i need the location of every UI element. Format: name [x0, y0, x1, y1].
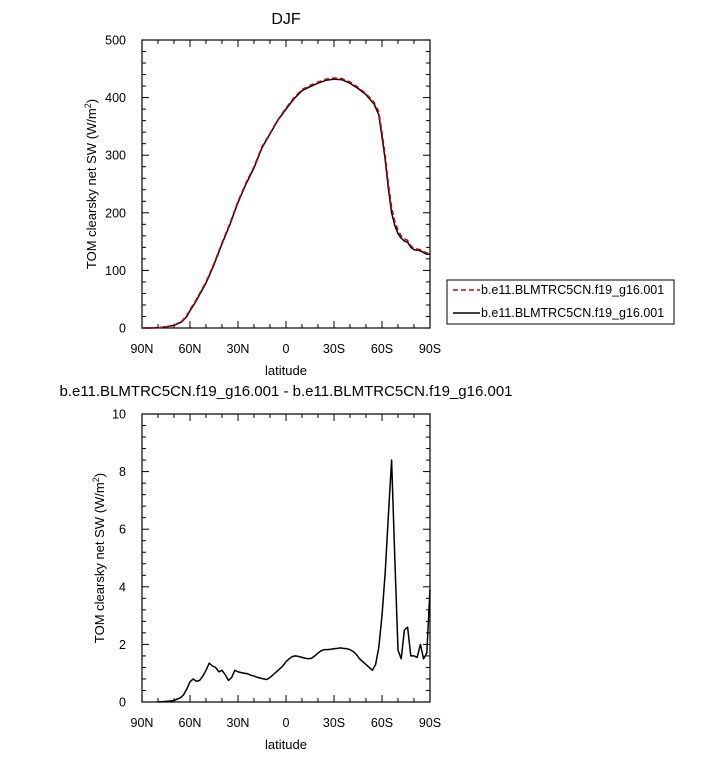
- bottom-x-tick-label: 90N: [131, 716, 154, 730]
- top-series-group: [142, 77, 430, 329]
- top-y-axis-label: TOM clearsky net SW (W/m2): [83, 99, 99, 269]
- top-y-tick-label: 500: [105, 34, 126, 48]
- top-x-tick-label: 60N: [179, 342, 202, 356]
- bottom-y-tick-label: 0: [119, 696, 126, 710]
- bottom-y-axis-label-superscript: 2: [91, 477, 101, 482]
- bottom-plot-frame: [141, 413, 431, 703]
- bottom-x-tick-label: 60S: [371, 716, 393, 730]
- top-x-tick-label: 90N: [131, 342, 154, 356]
- bottom-x-tick-label: 30S: [323, 716, 345, 730]
- bottom-x-tick-label: 60N: [179, 716, 202, 730]
- bottom-y-tick-label: 4: [119, 580, 126, 594]
- bottom-y-tick-label: 8: [119, 465, 126, 479]
- top-x-tick-label: 30N: [227, 342, 250, 356]
- bottom-panel: b.e11.BLMTRC5CN.f19_g16.001 - b.e11.BLMT…: [59, 383, 512, 752]
- bottom-x-tick-label: 90S: [419, 716, 441, 730]
- bottom-title: b.e11.BLMTRC5CN.f19_g16.001 - b.e11.BLMT…: [59, 383, 512, 400]
- legend: b.e11.BLMTRC5CN.f19_g16.001 b.e11.BLMTRC…: [446, 279, 675, 325]
- legend-box: [446, 279, 675, 325]
- bottom-y-tick-label: 2: [119, 638, 126, 652]
- legend-entry-1: b.e11.BLMTRC5CN.f19_g16.001: [481, 283, 664, 297]
- bottom-x-tick-label: 0: [283, 716, 290, 730]
- legend-entry-2: b.e11.BLMTRC5CN.f19_g16.001: [481, 306, 664, 320]
- bottom-y-axis-label-main: TOM clearsky net SW (W/m: [92, 482, 107, 643]
- bottom-series-line-1: [157, 459, 431, 703]
- top-y-tick-label: 200: [105, 206, 126, 220]
- top-series-line-1: [142, 78, 430, 329]
- top-panel: DJF 90N 60N 30N 0 30S 60S 90S0100200300400500 …: [83, 11, 441, 378]
- top-y-tick-label: 400: [105, 91, 126, 105]
- top-plot-frame: [141, 39, 431, 329]
- top-title: DJF: [271, 11, 301, 28]
- bottom-x-axis-label: latitude: [265, 737, 307, 752]
- top-x-tick-label: 60S: [371, 342, 393, 356]
- bottom-axis-ticks: 90N 60N 30N 0 30S 60S 90S 0 2 4 6 8 10: [112, 408, 441, 731]
- top-y-tick-label: 0: [119, 322, 126, 336]
- top-y-axis-label-main: TOM clearsky net SW (W/m: [84, 108, 99, 269]
- bottom-x-tick-label: 30N: [227, 716, 250, 730]
- top-x-tick-label: 90S: [419, 342, 441, 356]
- top-y-tick-label: 100: [105, 264, 126, 278]
- top-x-tick-label: 30S: [323, 342, 345, 356]
- bottom-y-tick-label: 10: [112, 408, 126, 422]
- bottom-series-group: [157, 459, 431, 703]
- bottom-y-tick-label: 6: [119, 523, 126, 537]
- top-y-axis-label-superscript: 2: [83, 103, 93, 108]
- top-y-tick-label: 300: [105, 149, 126, 163]
- top-axis-ticks: 90N 60N 30N 0 30S 60S 90S 0 100 200 300 400 500: [105, 34, 441, 357]
- bottom-y-axis-label-end: ): [92, 473, 107, 477]
- top-x-axis-label: latitude: [265, 363, 307, 378]
- top-y-axis-label-end: ): [84, 99, 99, 103]
- top-x-tick-label: 0: [283, 342, 290, 356]
- bottom-y-axis-label: TOM clearsky net SW (W/m2): [91, 473, 107, 643]
- top-series-line-2: [142, 77, 430, 329]
